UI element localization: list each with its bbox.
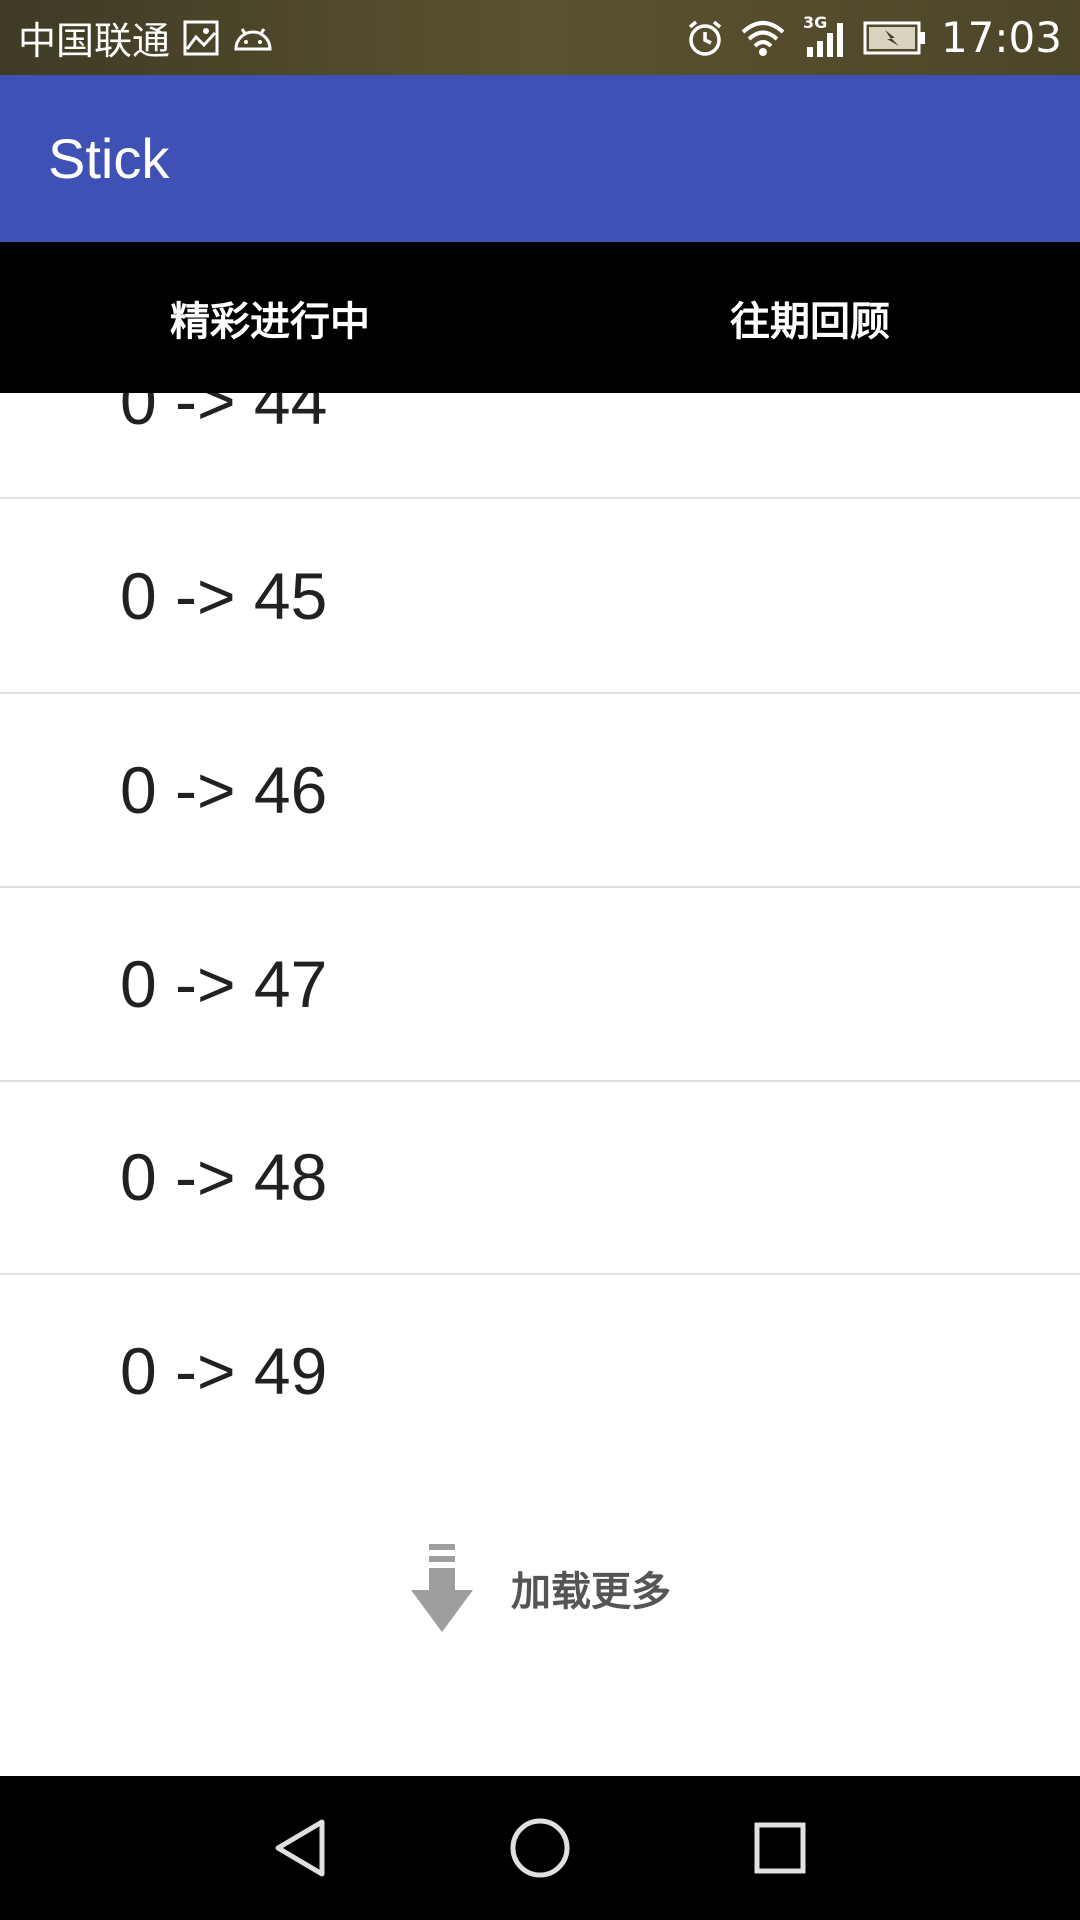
tab-ongoing[interactable]: 精彩进行中 — [170, 298, 370, 345]
status-bar-left: 中国联通 — [18, 0, 274, 75]
load-more-label: 加载更多 — [511, 1569, 671, 1615]
list-item[interactable]: 0 -> 48 — [0, 1080, 1080, 1275]
status-time: 17:03 — [940, 13, 1062, 62]
load-more-button[interactable]: 加载更多 — [0, 1513, 1080, 1663]
list-item[interactable]: 0 -> 44 — [0, 393, 1080, 499]
home-icon[interactable] — [504, 1812, 576, 1884]
network-type-label: 3G — [802, 12, 828, 32]
signal-icon: 3G — [801, 13, 849, 59]
list-item-label: 0 -> 45 — [120, 558, 328, 633]
status-bar: 中国联通 — [0, 0, 1080, 75]
list-item[interactable]: 0 -> 46 — [0, 693, 1080, 888]
battery-charging-icon — [863, 20, 927, 56]
status-bar-right: 3G 17:03 — [685, 0, 1062, 75]
list-item-label: 0 -> 48 — [120, 1139, 328, 1214]
item-list[interactable]: 0 -> 44 0 -> 45 0 -> 46 0 -> 47 0 -> 48 … — [0, 393, 1080, 1776]
app-bar: Stick — [0, 75, 1080, 242]
carrier-label: 中国联通 — [18, 19, 171, 63]
recents-icon[interactable] — [744, 1812, 816, 1884]
tab-past-review[interactable]: 往期回顾 — [730, 298, 890, 345]
back-icon[interactable] — [264, 1812, 336, 1884]
image-icon — [182, 19, 220, 57]
android-icon — [232, 23, 274, 53]
list-item-label: 0 -> 44 — [120, 393, 328, 438]
navigation-bar — [0, 1776, 1080, 1920]
list-item[interactable]: 0 -> 45 — [0, 499, 1080, 694]
list-item-label: 0 -> 46 — [120, 752, 328, 827]
alarm-icon — [685, 18, 725, 58]
list-item-label: 0 -> 47 — [120, 946, 328, 1021]
list-item[interactable]: 0 -> 49 — [0, 1274, 1080, 1467]
list-item-label: 0 -> 49 — [120, 1333, 328, 1408]
tab-bar: 精彩进行中 往期回顾 — [0, 242, 1080, 393]
app-title: Stick — [48, 127, 170, 190]
arrow-down-icon — [409, 1542, 475, 1634]
list-item[interactable]: 0 -> 47 — [0, 887, 1080, 1082]
wifi-icon — [739, 18, 787, 58]
